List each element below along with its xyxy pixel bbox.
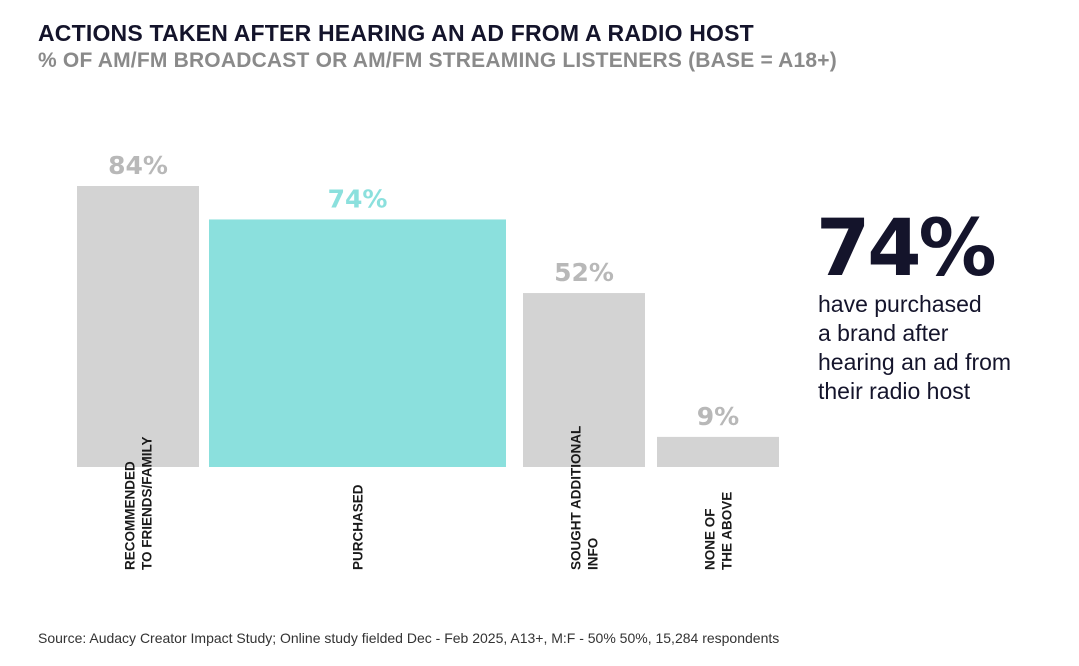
bar-chart: 84% RECOMMENDED TO FRIENDS/FAMILY 74% PURCHA… (77, 151, 779, 570)
callout-text: have purchased a brand after hearing an … (818, 290, 1068, 406)
category-label: THE ABOVE (720, 492, 735, 570)
category-label: TO FRIENDS/FAMILY (140, 436, 155, 570)
source-note: Source: Audacy Creator Impact Study; Onl… (38, 630, 780, 646)
bar-value-label: 52% (554, 258, 614, 287)
category-label: RECOMMENDED (123, 461, 138, 570)
callout-line: hearing an ad from (818, 349, 1012, 375)
callout-number: 74% (816, 204, 997, 294)
chart-title: ACTIONS TAKEN AFTER HEARING AN AD FROM A… (38, 20, 754, 46)
chart-subtitle: % OF AM/FM BROADCAST OR AM/FM STREAMING … (38, 49, 837, 72)
bar-value-label: 74% (328, 184, 388, 213)
callout-line: have purchased (818, 291, 982, 317)
bar-value-label: 9% (697, 402, 739, 431)
bar (209, 219, 506, 467)
callout-line: their radio host (818, 378, 971, 404)
bar (77, 186, 199, 467)
category-label: INFO (586, 538, 601, 570)
category-label: SOUGHT ADDITIONAL (569, 426, 584, 570)
bar (523, 293, 645, 467)
bar-value-label: 84% (108, 151, 168, 180)
category-label: NONE OF (703, 508, 718, 570)
bar (657, 436, 779, 467)
callout-line: a brand after (818, 320, 949, 346)
category-label: PURCHASED (351, 484, 366, 570)
